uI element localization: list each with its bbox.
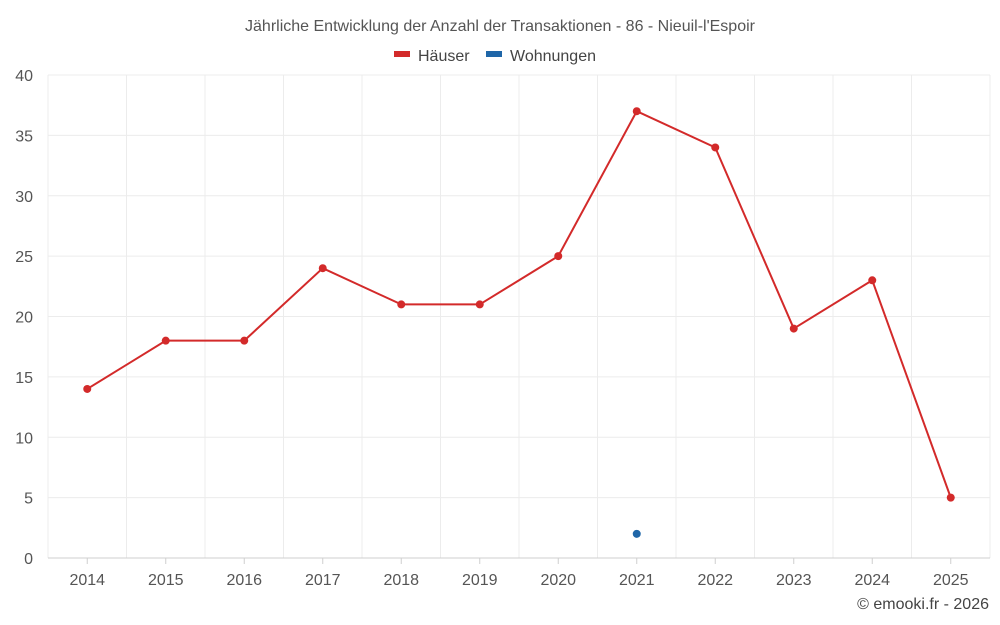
y-tick-label: 40 xyxy=(15,68,33,85)
series-layer xyxy=(83,107,955,538)
y-tick-label: 25 xyxy=(15,249,33,266)
x-tick-label: 2021 xyxy=(619,572,655,589)
grid xyxy=(47,74,991,558)
x-tick-label: 2024 xyxy=(854,572,890,589)
data-point-h-user xyxy=(240,336,249,345)
legend-swatch-hauser xyxy=(394,51,410,57)
y-axis-ticks: 0 5 10 15 20 25 30 35 40 xyxy=(15,68,33,568)
x-tick-label: 2025 xyxy=(933,572,969,589)
x-tick-label: 2017 xyxy=(305,572,341,589)
data-point-h-user xyxy=(711,143,720,152)
data-point-h-user xyxy=(318,264,327,273)
data-point-h-user xyxy=(475,300,484,309)
y-tick-label: 35 xyxy=(15,128,33,145)
x-tick-label: 2016 xyxy=(226,572,262,589)
x-tick-label: 2015 xyxy=(148,572,184,589)
credit-text: © emooki.fr - 2026 xyxy=(857,596,989,613)
x-tick-label: 2022 xyxy=(697,572,733,589)
series-line-h-user xyxy=(86,109,952,498)
y-tick-label: 0 xyxy=(24,551,33,568)
legend-swatch-wohnungen xyxy=(486,51,502,57)
x-tick-label: 2014 xyxy=(69,572,105,589)
legend-label-hauser: Häuser xyxy=(418,48,470,65)
y-tick-label: 10 xyxy=(15,430,33,447)
x-tick-label: 2023 xyxy=(776,572,812,589)
legend: Häuser Wohnungen xyxy=(394,48,596,65)
y-tick-label: 5 xyxy=(24,491,33,508)
y-tick-label: 30 xyxy=(15,189,33,206)
x-tick-label: 2018 xyxy=(383,572,419,589)
data-point-h-user xyxy=(946,493,955,502)
data-point-h-user xyxy=(789,324,798,333)
x-axis-ticks: 2014 2015 2016 2017 2018 2019 2020 2021 2022 2023… xyxy=(69,558,969,589)
data-point-h-user xyxy=(83,384,92,393)
data-point-h-user xyxy=(868,276,877,285)
data-point-h-user xyxy=(397,300,406,309)
x-tick-label: 2020 xyxy=(540,572,576,589)
y-tick-label: 15 xyxy=(15,370,33,387)
x-tick-label: 2019 xyxy=(462,572,498,589)
chart-title: Jährliche Entwicklung der Anzahl der Tra… xyxy=(245,18,756,35)
y-tick-label: 20 xyxy=(15,310,33,327)
data-point-h-user xyxy=(554,252,563,261)
data-point-h-user xyxy=(161,336,170,345)
legend-label-wohnungen: Wohnungen xyxy=(510,48,596,65)
data-point-wohnungen xyxy=(632,529,641,538)
data-point-h-user xyxy=(632,107,641,116)
